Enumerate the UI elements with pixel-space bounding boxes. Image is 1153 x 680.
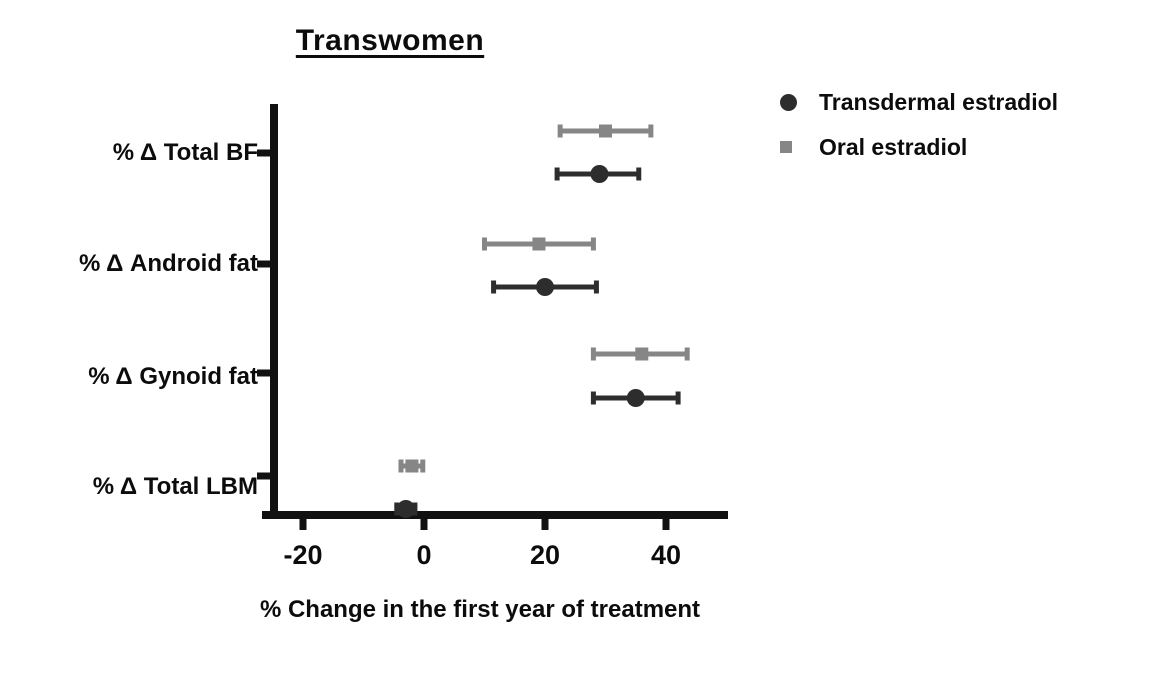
chart-title: Transwomen — [295, 24, 485, 57]
y-category-label-android-fat: % Δ Android fat — [78, 250, 258, 277]
legend: Transdermal estradiol Oral estradiol — [780, 86, 1058, 163]
y-category-label-total-bf: % Δ Total BF — [112, 139, 258, 166]
x-axis-title: % Change in the first year of treatment — [259, 596, 701, 623]
x-tick-label-neg20: -20 — [283, 540, 323, 570]
x-tick-label-20: 20 — [529, 540, 561, 570]
legend-item-oral: Oral estradiol — [780, 131, 1058, 163]
square-marker-icon — [780, 141, 792, 153]
legend-label-transdermal: Transdermal estradiol — [819, 88, 1059, 115]
x-tick-label-40: 40 — [650, 540, 682, 570]
y-category-label-total-lbm: % Δ Total LBM — [92, 473, 258, 500]
legend-item-transdermal: Transdermal estradiol — [780, 86, 1058, 118]
x-tick-label-0: 0 — [416, 540, 432, 570]
circle-marker-icon — [780, 93, 797, 111]
legend-label-oral: Oral estradiol — [819, 133, 968, 160]
y-category-label-gynoid-fat: % Δ Gynoid fat — [88, 363, 258, 390]
